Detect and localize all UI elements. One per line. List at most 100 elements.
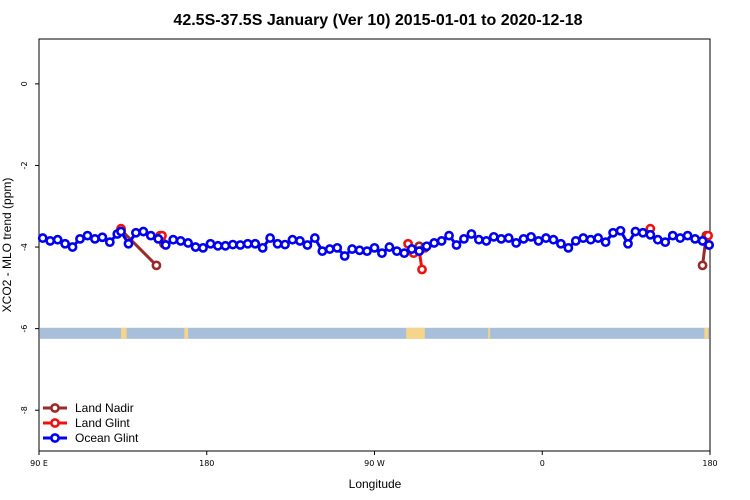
- legend-land-nadir-label: Land Nadir: [75, 401, 134, 415]
- x-tick-label: 180: [702, 459, 717, 468]
- legend-ocean-glint-label: Ocean Glint: [75, 431, 139, 445]
- ocean-glint-point: [45, 236, 56, 246]
- ocean-glint-point: [585, 234, 596, 245]
- ocean-glint-point: [399, 248, 410, 259]
- ocean-glint-point: [466, 229, 477, 239]
- ocean-glint-point: [496, 233, 507, 244]
- ocean-glint-point: [198, 242, 208, 253]
- land-nadir-point: [151, 260, 162, 271]
- x-axis-label: Longitude: [349, 477, 402, 491]
- ocean-glint-point: [332, 242, 343, 253]
- y-tick-label: -8: [20, 406, 29, 414]
- x-tick-label: 0: [540, 459, 545, 468]
- ocean-glint-point: [645, 229, 656, 240]
- land-glint-point: [703, 230, 714, 241]
- ocean-glint-point: [570, 236, 581, 246]
- x-tick-label: 90 E: [30, 459, 48, 468]
- ocean-glint-point: [160, 240, 171, 250]
- ocean-glint-point: [250, 238, 261, 249]
- y-axis-label: XCO2 - MLO trend (ppm): [0, 178, 14, 313]
- y-tick-label: -2: [20, 161, 29, 169]
- ocean-glint-point: [213, 240, 223, 251]
- ocean-glint-point: [444, 230, 454, 241]
- ocean-glint-point: [682, 230, 693, 241]
- y-axis: 0 -2 -4 -6 -8: [20, 81, 39, 414]
- ocean-glint-point: [75, 233, 85, 244]
- ocean-glint-point: [227, 239, 238, 250]
- ocean-glint-point: [131, 227, 141, 238]
- ocean-glint-point: [339, 251, 350, 261]
- ocean-glint-point: [578, 233, 589, 243]
- y-tick-label: -4: [20, 243, 29, 251]
- ocean-glint-point: [630, 226, 641, 237]
- ocean-glint-point: [205, 238, 216, 249]
- ocean-glint-point: [563, 242, 574, 253]
- ocean-glint-point: [377, 248, 387, 259]
- ocean-glint-point: [511, 238, 522, 248]
- ocean-glint-point: [362, 246, 372, 257]
- land-band-segment: [184, 327, 189, 339]
- ocean-glint-point: [272, 238, 283, 249]
- ocean-glint-point: [302, 240, 313, 250]
- ocean-glint-point: [600, 237, 611, 248]
- ocean-glint-point: [90, 233, 100, 244]
- ocean-glint-point: [421, 241, 432, 252]
- ocean-glint-point: [52, 234, 63, 245]
- legend-ocean-glint-marker: [50, 433, 60, 443]
- ocean-glint-point: [675, 233, 686, 243]
- plot-series: [37, 223, 714, 275]
- land-nadir-line: [119, 228, 158, 267]
- ocean-glint-point: [667, 230, 678, 241]
- ocean-glint-point: [406, 244, 417, 254]
- ocean-glint-point: [488, 231, 499, 242]
- legend-land-glint-label: Land Glint: [75, 416, 130, 430]
- ocean-glint-point: [429, 238, 440, 248]
- ocean-glint-point: [145, 230, 156, 241]
- y-tick-label: -6: [20, 325, 29, 333]
- ocean-glint-point: [220, 240, 231, 251]
- ocean-glint-point: [503, 233, 514, 243]
- ocean-glint-point: [391, 246, 402, 257]
- ocean-glint-point: [690, 233, 700, 244]
- ocean-glint-point: [295, 236, 305, 246]
- land-glint-point: [417, 264, 427, 275]
- ocean-glint-point: [660, 237, 671, 248]
- x-tick-label: 90 W: [364, 459, 385, 468]
- ocean-glint-point: [526, 231, 536, 242]
- x-axis: 90 E 180 90 W 0 180: [30, 451, 718, 468]
- x-tick-label: 180: [199, 459, 214, 468]
- ocean-glint-point: [37, 233, 48, 243]
- ocean-glint-point: [190, 242, 201, 252]
- ocean-glint-point: [541, 233, 551, 243]
- ocean-glint-point: [548, 234, 559, 245]
- ocean-glint-point: [481, 236, 492, 246]
- ocean-glint-point: [347, 244, 358, 254]
- ocean-glint-point: [82, 230, 93, 241]
- ocean-glint-point: [652, 234, 663, 245]
- surface-band: [40, 327, 709, 339]
- land-band-segment: [406, 327, 425, 339]
- y-tick-label: 0: [20, 81, 29, 86]
- ocean-glint-point: [309, 233, 320, 243]
- ocean-glint-point: [324, 244, 335, 254]
- land-band-segment: [704, 327, 709, 339]
- ocean-glint-point: [280, 239, 290, 250]
- ocean-glint-point: [414, 246, 425, 257]
- ocean-glint-point: [555, 238, 566, 249]
- ocean-glint-point: [459, 233, 469, 244]
- ocean-glint-point: [697, 236, 708, 246]
- ocean-glint-point: [116, 226, 126, 237]
- ocean-glint-point: [638, 227, 648, 238]
- ocean-band: [40, 327, 709, 339]
- ocean-glint-point: [183, 238, 194, 248]
- ocean-glint-point: [518, 233, 529, 244]
- ocean-glint-point: [138, 226, 149, 237]
- ocean-glint-point: [354, 245, 365, 256]
- ocean-glint-point: [60, 238, 70, 249]
- ocean-glint-point: [265, 233, 276, 243]
- ocean-glint-point: [369, 242, 380, 253]
- ocean-glint-point: [436, 236, 447, 246]
- ocean-glint-point: [384, 242, 395, 252]
- ocean-glint-point: [168, 234, 179, 245]
